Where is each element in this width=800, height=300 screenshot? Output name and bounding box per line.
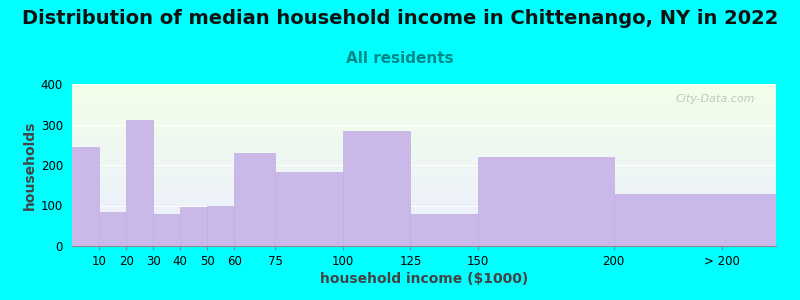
Y-axis label: households: households — [22, 120, 37, 210]
Bar — [126, 120, 154, 246]
X-axis label: household income ($1000): household income ($1000) — [320, 272, 528, 286]
Bar — [207, 206, 234, 246]
Bar — [234, 153, 275, 246]
Bar — [72, 147, 99, 246]
Bar — [275, 172, 342, 246]
Bar — [478, 157, 614, 246]
Bar — [410, 214, 478, 246]
Bar — [154, 214, 180, 246]
Bar — [99, 212, 126, 246]
Bar — [180, 207, 207, 246]
Text: Distribution of median household income in Chittenango, NY in 2022: Distribution of median household income … — [22, 9, 778, 28]
Bar — [342, 131, 410, 246]
Text: City-Data.com: City-Data.com — [675, 94, 755, 104]
Text: All residents: All residents — [346, 51, 454, 66]
Bar — [614, 194, 776, 246]
